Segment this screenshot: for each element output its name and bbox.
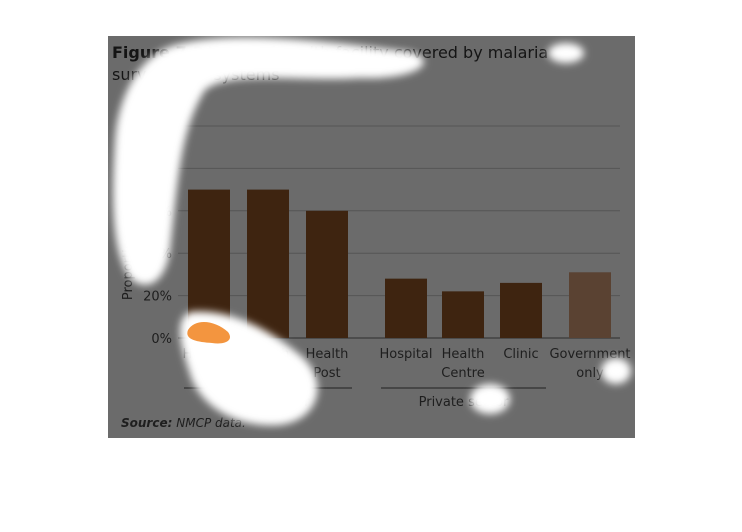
group-label: Private sector [419,395,509,410]
y-axis-label: Proportion of countries [121,152,136,301]
bar [569,272,611,338]
x-tick-label: Health Centre [441,347,484,381]
bar [188,189,230,338]
y-tick-label: 20% [143,290,172,305]
group-label: Public sector [227,395,311,410]
x-tick-label: Government only [549,347,630,381]
bar [306,210,348,338]
x-tick-label: Hospital [379,347,432,362]
x-tick-label: Hospital [182,347,235,362]
source-note: Source: NMCP data. [121,416,246,430]
bars [188,189,611,338]
x-tick-label: Health Post [306,347,349,381]
x-tick-label: Health Centre [246,347,289,381]
y-tick-label: 100% [135,120,172,135]
y-tick-label: 80% [143,162,172,177]
bar [500,282,542,338]
bar [247,189,289,338]
source-label: Source: [121,416,173,430]
bar [442,291,484,338]
y-tick-label: 40% [143,247,172,262]
group-labels: Public sector Private sector [184,387,546,410]
x-tick-label: Clinic [503,347,538,362]
bar [385,278,427,338]
source-text: NMCP data. [176,416,246,430]
y-tick-label: 0% [151,332,172,347]
category-labels: Hospital Health Centre Health Post Hospital He… [182,347,630,381]
y-tick-label: 60% [143,205,172,220]
y-axis-ticks: 0% 20% 40% 60% 80% 100% [135,120,172,347]
